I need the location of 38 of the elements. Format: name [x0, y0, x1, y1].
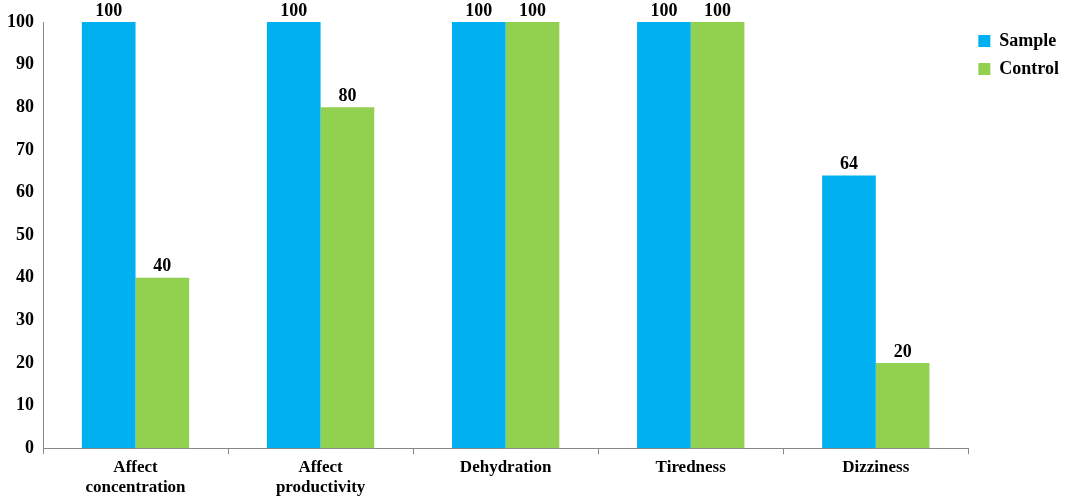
- y-tick-label: 80: [16, 95, 34, 116]
- y-tick-label: 30: [16, 309, 34, 329]
- x-tick-label: Affect productivity: [275, 456, 366, 497]
- y-tick-label: 100: [7, 10, 34, 31]
- data-label: 100: [650, 0, 678, 20]
- bar: [320, 107, 375, 449]
- bar: [81, 22, 136, 449]
- bar: [637, 22, 691, 449]
- bar: [690, 22, 745, 449]
- bar: [875, 362, 930, 449]
- bar: [135, 277, 190, 449]
- y-tick-label: 20: [16, 351, 34, 372]
- data-label: 64: [839, 153, 858, 174]
- legend-label: Control: [999, 57, 1059, 78]
- y-tick-label: 0: [25, 436, 34, 457]
- data-label: 20: [893, 340, 912, 361]
- data-label: 80: [338, 84, 357, 105]
- legend-label: Sample: [999, 29, 1057, 50]
- data-label: 100: [704, 0, 732, 20]
- y-tick-label: 10: [16, 394, 34, 415]
- data-label: 40: [153, 255, 172, 276]
- y-tick-label: 50: [16, 223, 34, 244]
- y-tick-label: 40: [16, 266, 34, 287]
- x-tick-label: Tiredness: [655, 456, 727, 476]
- x-tick-label: Dehydration: [459, 456, 553, 476]
- x-tick-label: Dizziness: [842, 456, 910, 476]
- bar: [266, 22, 321, 449]
- bar: [505, 22, 560, 449]
- data-label: 100: [519, 0, 546, 20]
- y-tick-label: 90: [16, 53, 34, 74]
- y-tick-label: 70: [16, 138, 34, 159]
- y-tick-label: 60: [16, 181, 34, 202]
- data-label: 100: [465, 0, 493, 20]
- bar: [452, 22, 506, 449]
- data-label: 100: [280, 0, 308, 20]
- bar: [822, 175, 876, 449]
- data-label: 100: [95, 0, 123, 20]
- x-tick-label: Affect concentration: [85, 456, 187, 497]
